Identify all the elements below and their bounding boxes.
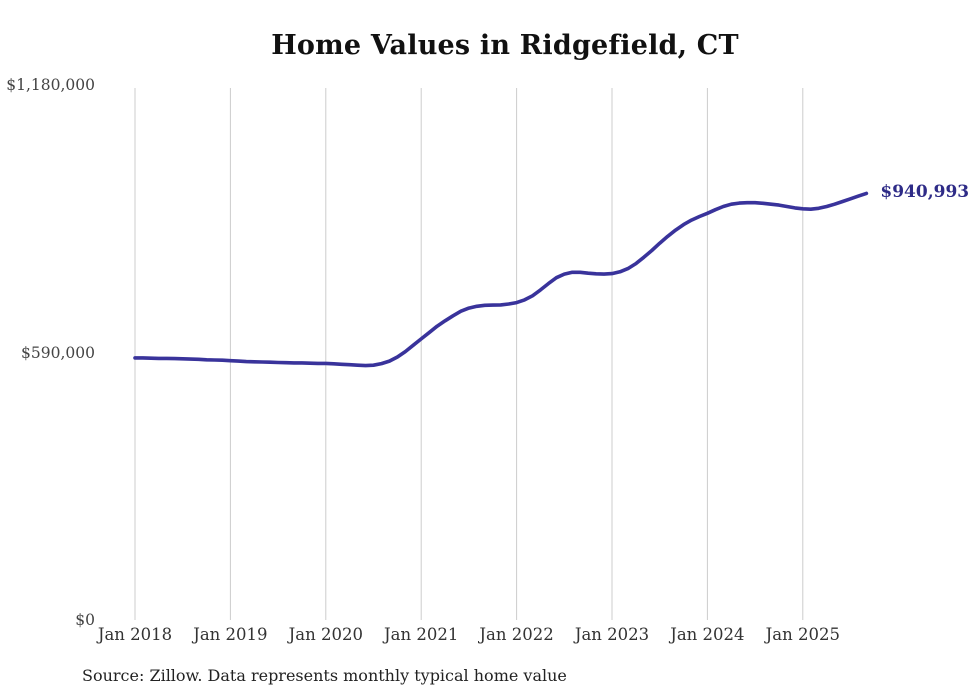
home-value-line bbox=[133, 191, 869, 368]
last-value-annotation: $940,993 bbox=[880, 182, 970, 203]
x-tick-label: Jan 2018 bbox=[97, 625, 173, 644]
x-tick-label: Jan 2021 bbox=[384, 625, 459, 644]
x-tick-label: Jan 2023 bbox=[574, 625, 650, 644]
y-tick-label: $0 bbox=[75, 611, 95, 629]
y-tick-label: $1,180,000 bbox=[6, 76, 95, 94]
source-note: Source: Zillow. Data represents monthly … bbox=[82, 666, 567, 685]
x-tick-label: Jan 2022 bbox=[479, 625, 554, 644]
x-tick-label: Jan 2024 bbox=[670, 625, 745, 644]
x-tick-label: Jan 2019 bbox=[193, 625, 268, 644]
y-tick-label: $590,000 bbox=[21, 343, 95, 362]
chart-title: Home Values in Ridgefield, CT bbox=[271, 30, 739, 61]
x-tick-label: Jan 2025 bbox=[765, 625, 840, 644]
x-tick-label: Jan 2020 bbox=[288, 625, 363, 644]
gridlines bbox=[134, 88, 804, 620]
